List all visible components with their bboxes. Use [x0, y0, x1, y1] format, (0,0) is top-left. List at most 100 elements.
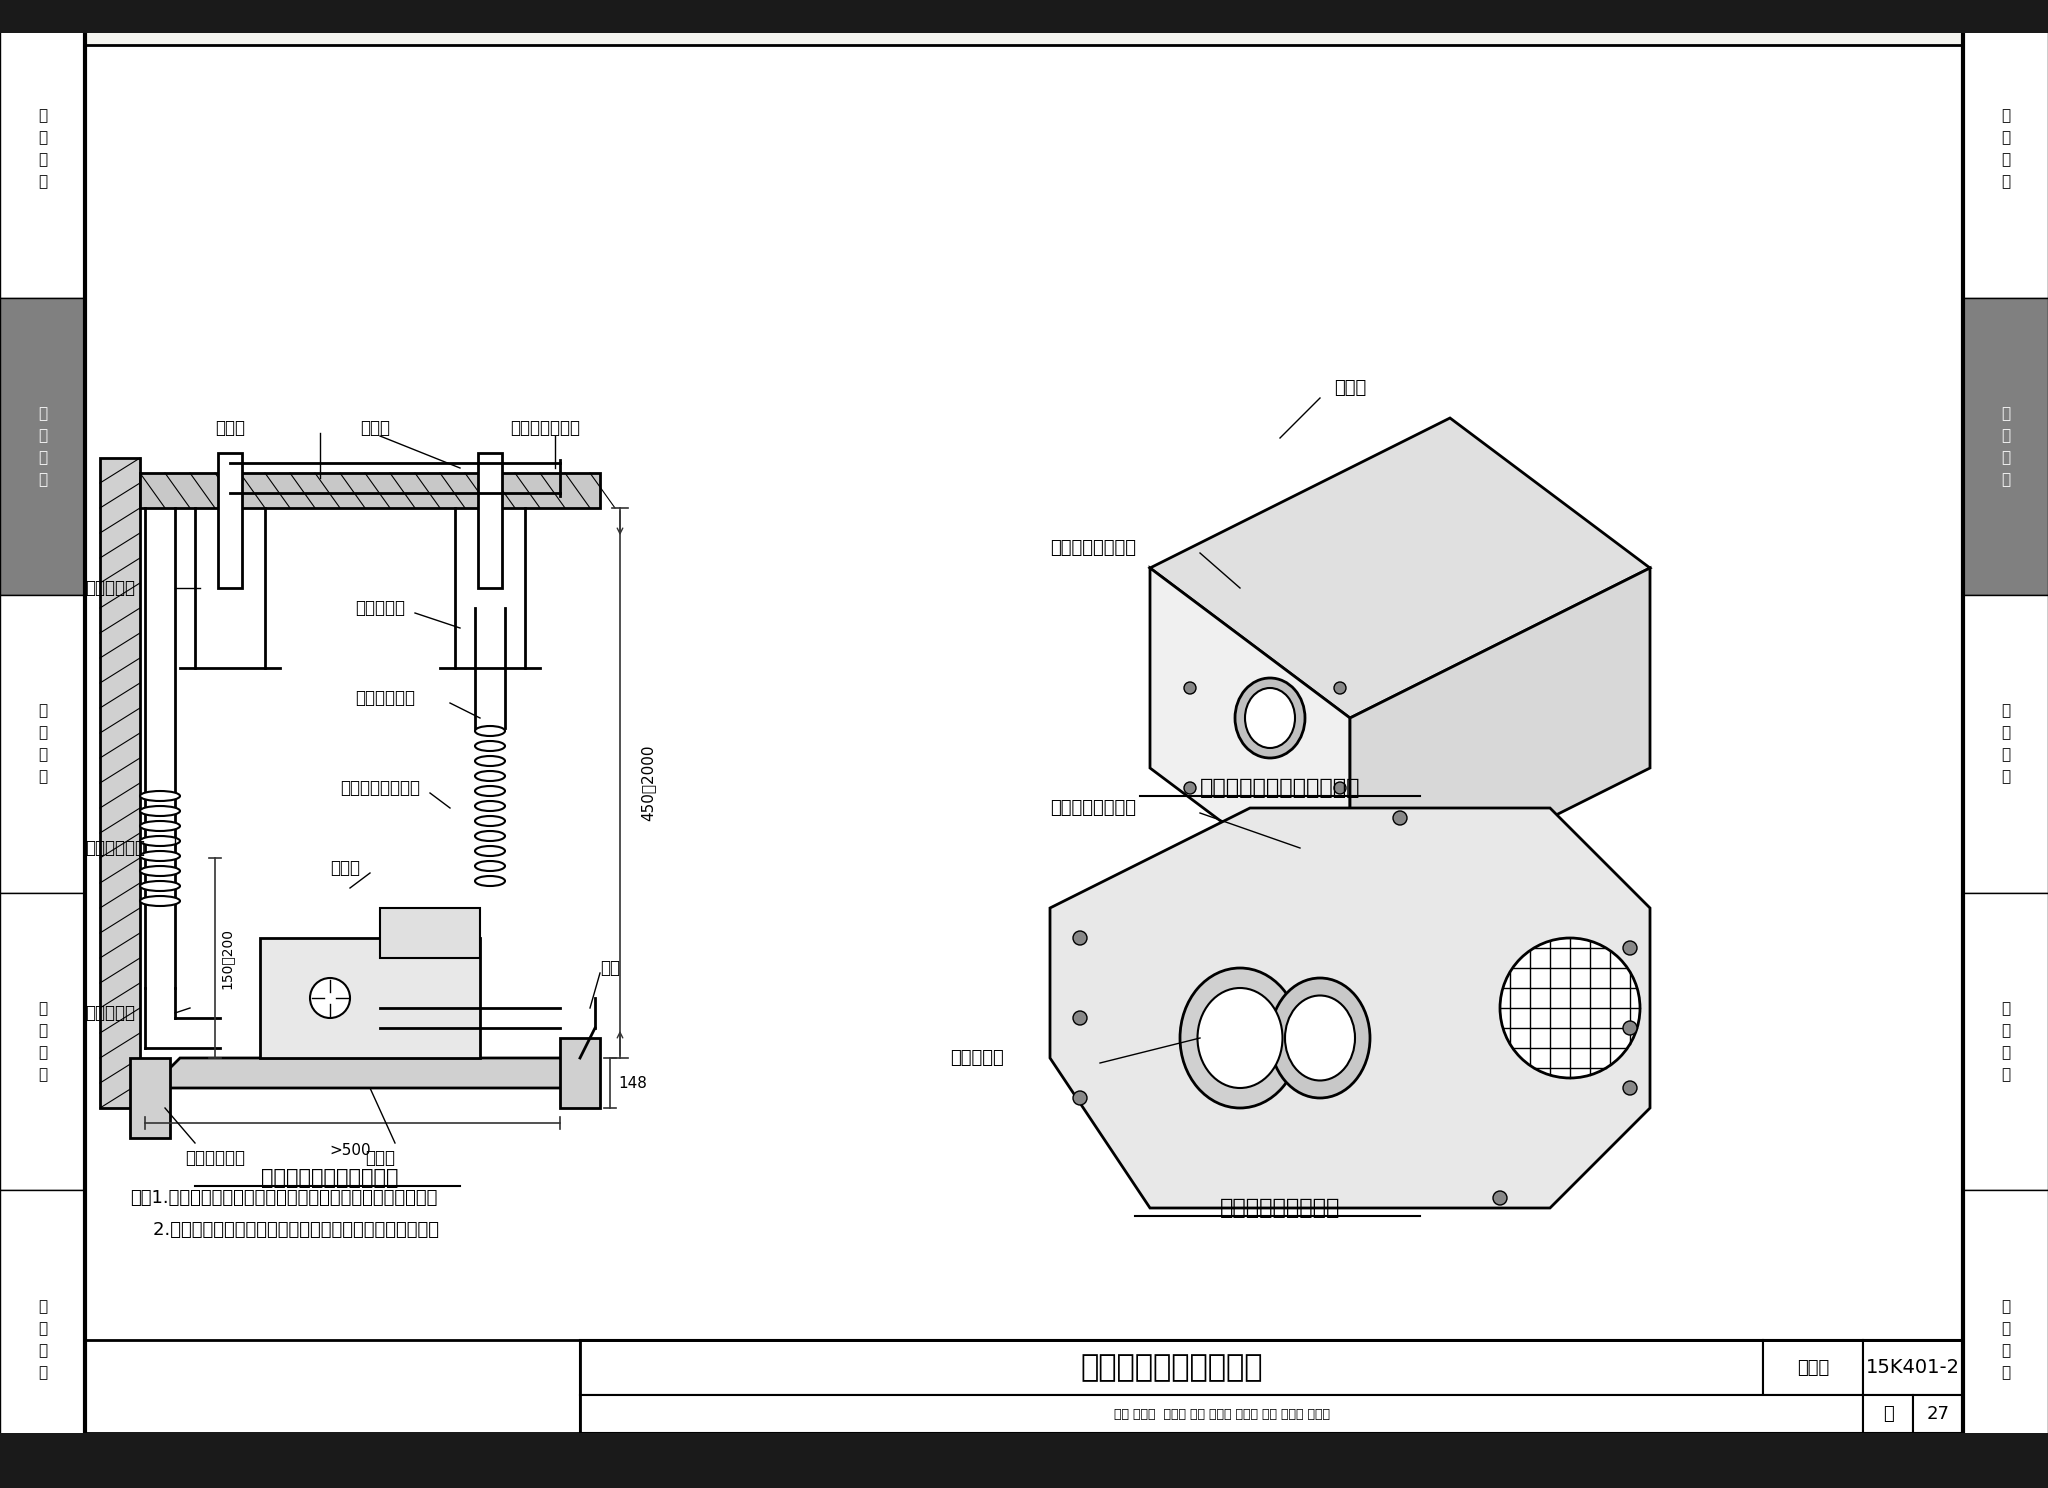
Ellipse shape — [475, 726, 506, 737]
Circle shape — [1499, 937, 1640, 1077]
Text: 450～2000: 450～2000 — [641, 745, 655, 821]
Ellipse shape — [1180, 969, 1300, 1109]
Text: 控: 控 — [2001, 1024, 2009, 1039]
Bar — [1864, 1341, 1962, 1396]
Ellipse shape — [475, 756, 506, 766]
Text: 化: 化 — [2001, 747, 2009, 762]
Circle shape — [1333, 783, 1346, 795]
Polygon shape — [1051, 808, 1651, 1208]
Text: 发生器与空气管的安装图: 发生器与空气管的安装图 — [262, 1168, 399, 1187]
Ellipse shape — [139, 836, 180, 847]
Text: 接下一个发生器: 接下一个发生器 — [510, 420, 580, 437]
Text: 发生器与空气管的安装: 发生器与空气管的安装 — [1079, 1353, 1264, 1382]
Bar — [0, 893, 86, 1190]
Text: 说: 说 — [39, 131, 47, 146]
Text: 2.空气系统的所有接头应连接紧密，入口处要加装过滤网。: 2.空气系统的所有接头应连接紧密，入口处要加装过滤网。 — [129, 1222, 438, 1240]
Text: 例: 例 — [39, 1299, 47, 1314]
Ellipse shape — [139, 806, 180, 815]
Text: 站: 站 — [39, 704, 47, 719]
Text: 实: 实 — [2001, 1321, 2009, 1336]
Text: 进气管接头: 进气管接头 — [950, 1049, 1004, 1067]
Text: 电: 电 — [39, 1067, 47, 1082]
Bar — [1962, 595, 2048, 893]
Text: 148: 148 — [618, 1076, 647, 1091]
Text: 气: 气 — [2001, 726, 2009, 741]
Bar — [0, 1433, 2048, 1488]
Text: 工: 工 — [2001, 1364, 2009, 1379]
Ellipse shape — [1284, 995, 1356, 1080]
Text: 页: 页 — [1882, 1405, 1892, 1423]
Bar — [1962, 1190, 2048, 1488]
Ellipse shape — [1270, 978, 1370, 1098]
Ellipse shape — [1198, 988, 1282, 1088]
Ellipse shape — [475, 862, 506, 870]
Ellipse shape — [1245, 687, 1294, 748]
Text: 发生器进气管接头: 发生器进气管接头 — [1051, 539, 1137, 557]
Bar — [1962, 0, 2048, 298]
Bar — [1962, 893, 2048, 1190]
Text: 气: 气 — [2001, 1045, 2009, 1059]
Text: 程: 程 — [39, 1342, 47, 1357]
Bar — [129, 1058, 170, 1138]
Ellipse shape — [139, 896, 180, 906]
Circle shape — [1184, 783, 1196, 795]
Bar — [1962, 298, 2048, 595]
Text: 进气管支管: 进气管支管 — [354, 600, 406, 618]
Ellipse shape — [139, 866, 180, 876]
Bar — [217, 452, 242, 588]
Circle shape — [1073, 931, 1087, 945]
Text: 控: 控 — [39, 1024, 47, 1039]
Polygon shape — [150, 1058, 590, 1088]
Ellipse shape — [475, 847, 506, 856]
Polygon shape — [1151, 418, 1651, 719]
Ellipse shape — [475, 830, 506, 841]
Ellipse shape — [475, 786, 506, 796]
Polygon shape — [1151, 568, 1350, 918]
Ellipse shape — [475, 876, 506, 885]
Polygon shape — [1350, 568, 1651, 918]
Bar — [0, 1190, 86, 1488]
Text: 说: 说 — [2001, 131, 2009, 146]
Text: 自室外: 自室外 — [215, 420, 246, 437]
Ellipse shape — [139, 881, 180, 891]
Bar — [100, 458, 139, 1109]
Text: 15K401-2: 15K401-2 — [1866, 1359, 1960, 1376]
Circle shape — [1622, 1080, 1636, 1095]
Text: 计: 计 — [39, 152, 47, 167]
Text: 设: 设 — [39, 174, 47, 189]
Bar — [477, 452, 502, 588]
Circle shape — [1073, 1010, 1087, 1025]
Bar — [0, 595, 86, 893]
Circle shape — [1333, 682, 1346, 693]
Circle shape — [1393, 811, 1407, 824]
Text: 安: 安 — [39, 429, 47, 443]
Text: 工: 工 — [39, 449, 47, 464]
Text: 明: 明 — [2001, 109, 2009, 124]
Bar — [1864, 1396, 1913, 1433]
Text: 电: 电 — [2001, 1067, 2009, 1082]
Text: 气: 气 — [39, 726, 47, 741]
Text: 进气管接头: 进气管接头 — [86, 1004, 135, 1022]
Bar — [381, 908, 479, 958]
Text: 图集号: 图集号 — [1796, 1359, 1829, 1376]
Bar — [580, 1341, 1763, 1396]
Text: 发生器进气管接头: 发生器进气管接头 — [340, 780, 420, 798]
Bar — [260, 937, 479, 1058]
Ellipse shape — [475, 771, 506, 781]
Ellipse shape — [139, 851, 180, 862]
Text: 注：1.进气管不能与反射板接触，安装时应考虑设备的热膨胀。: 注：1.进气管不能与反射板接触，安装时应考虑设备的热膨胀。 — [129, 1189, 438, 1207]
Text: 液: 液 — [2001, 769, 2009, 784]
Bar — [0, 298, 86, 595]
Text: 设: 设 — [2001, 174, 2009, 189]
Text: 硫胶躬钉软节: 硫胶躬钉软节 — [86, 839, 145, 857]
Text: 裁: 裁 — [39, 406, 47, 421]
Bar — [559, 1039, 600, 1109]
Circle shape — [1493, 1190, 1507, 1205]
Text: 150～200: 150～200 — [219, 927, 233, 988]
Bar — [580, 1396, 1864, 1433]
Text: 进气管支管: 进气管支管 — [86, 579, 135, 597]
Text: 制: 制 — [2001, 1001, 2009, 1016]
Text: >500: >500 — [330, 1143, 371, 1158]
Text: 施: 施 — [2001, 472, 2009, 487]
Text: 辐射管末端通风盖: 辐射管末端通风盖 — [1051, 799, 1137, 817]
